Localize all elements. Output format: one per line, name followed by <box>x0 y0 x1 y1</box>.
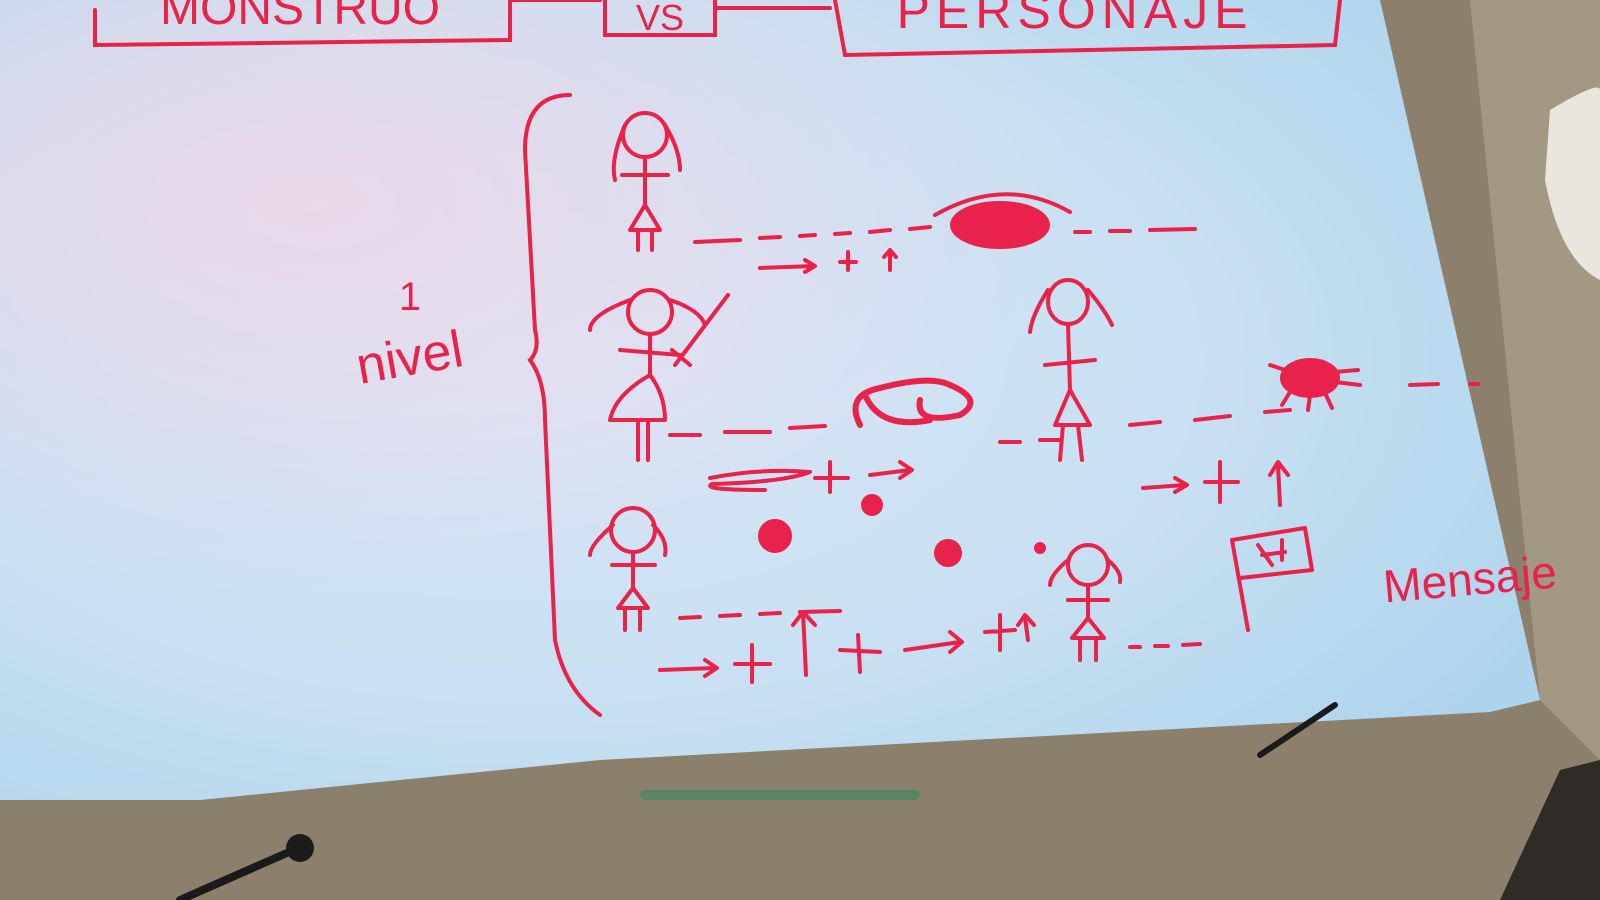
level-number: 1 <box>399 275 421 319</box>
title-personaje: PERSONAJE <box>897 0 1254 39</box>
green-marker-smudge <box>640 790 920 800</box>
title-monstruo: MONSTRUO <box>160 0 440 35</box>
dot-2 <box>936 541 960 565</box>
title-vs: VS <box>636 0 684 38</box>
dot-1 <box>760 521 790 551</box>
screw <box>286 834 314 862</box>
